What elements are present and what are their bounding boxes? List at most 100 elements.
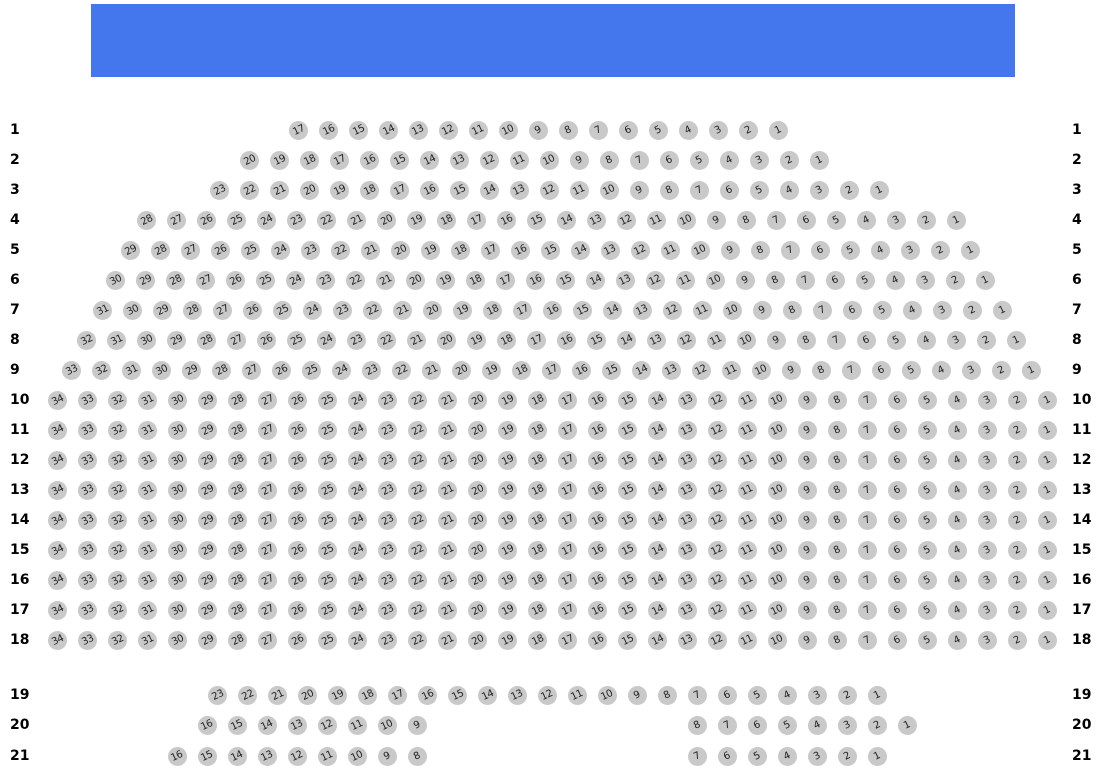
- seat-row-6-24[interactable]: 24: [286, 270, 306, 290]
- seat-row-6-9[interactable]: 9: [735, 270, 755, 290]
- seat-row-5-13[interactable]: 13: [600, 240, 620, 260]
- seat-row-1-11[interactable]: 11: [468, 120, 488, 140]
- seat-row-3-7[interactable]: 7: [689, 180, 709, 200]
- seat-row-12-11[interactable]: 11: [737, 450, 757, 470]
- seat-row-13-4[interactable]: 4: [947, 480, 967, 500]
- seat-row-8-2[interactable]: 2: [976, 330, 996, 350]
- seat-row-17-13[interactable]: 13: [677, 600, 697, 620]
- seat-row-15-22[interactable]: 22: [408, 540, 428, 560]
- seat-row-14-30[interactable]: 30: [168, 510, 188, 530]
- seat-row-11-4[interactable]: 4: [947, 420, 967, 440]
- seat-row-16-19[interactable]: 19: [498, 570, 518, 590]
- seat-row-15-2[interactable]: 2: [1007, 540, 1027, 560]
- seat-row-7-20[interactable]: 20: [423, 300, 443, 320]
- seat-row-15-28[interactable]: 28: [228, 540, 248, 560]
- seat-row-9-22[interactable]: 22: [392, 360, 412, 380]
- seat-row-4-8[interactable]: 8: [736, 210, 756, 230]
- seat-row-20-12[interactable]: 12: [317, 715, 337, 735]
- seat-row-7-7[interactable]: 7: [812, 300, 832, 320]
- seat-row-4-22[interactable]: 22: [317, 210, 337, 230]
- seat-row-8-27[interactable]: 27: [227, 330, 247, 350]
- seat-row-11-7[interactable]: 7: [857, 420, 877, 440]
- seat-row-12-5[interactable]: 5: [917, 450, 937, 470]
- seat-row-7-1[interactable]: 1: [992, 300, 1012, 320]
- seat-row-16-21[interactable]: 21: [438, 570, 458, 590]
- seat-row-8-8[interactable]: 8: [796, 330, 816, 350]
- seat-row-13-28[interactable]: 28: [228, 480, 248, 500]
- seat-row-19-16[interactable]: 16: [417, 685, 437, 705]
- seat-row-6-29[interactable]: 29: [136, 270, 156, 290]
- seat-row-1-13[interactable]: 13: [408, 120, 428, 140]
- seat-row-1-12[interactable]: 12: [438, 120, 458, 140]
- seat-row-7-26[interactable]: 26: [243, 300, 263, 320]
- seat-row-8-13[interactable]: 13: [646, 330, 666, 350]
- seat-row-19-19[interactable]: 19: [328, 685, 348, 705]
- seat-row-8-26[interactable]: 26: [257, 330, 277, 350]
- seat-row-13-31[interactable]: 31: [138, 480, 158, 500]
- seat-row-10-13[interactable]: 13: [677, 390, 697, 410]
- seat-row-13-22[interactable]: 22: [408, 480, 428, 500]
- seat-row-15-3[interactable]: 3: [977, 540, 997, 560]
- seat-row-17-6[interactable]: 6: [887, 600, 907, 620]
- seat-row-14-7[interactable]: 7: [857, 510, 877, 530]
- seat-row-11-17[interactable]: 17: [557, 420, 577, 440]
- seat-row-21-9[interactable]: 9: [377, 746, 397, 766]
- seat-row-4-6[interactable]: 6: [796, 210, 816, 230]
- seat-row-13-11[interactable]: 11: [737, 480, 757, 500]
- seat-row-6-18[interactable]: 18: [466, 270, 485, 290]
- seat-row-11-3[interactable]: 3: [977, 420, 997, 440]
- seat-row-19-8[interactable]: 8: [657, 685, 677, 705]
- seat-row-21-11[interactable]: 11: [317, 746, 337, 766]
- seat-row-7-4[interactable]: 4: [902, 300, 922, 320]
- seat-row-4-7[interactable]: 7: [766, 210, 786, 230]
- seat-row-9-3[interactable]: 3: [961, 360, 981, 380]
- seat-row-14-21[interactable]: 21: [438, 510, 458, 530]
- seat-row-11-25[interactable]: 25: [318, 420, 338, 440]
- seat-row-11-8[interactable]: 8: [827, 420, 847, 440]
- seat-row-11-5[interactable]: 5: [917, 420, 937, 440]
- seat-row-9-33[interactable]: 33: [62, 360, 82, 380]
- seat-row-7-6[interactable]: 6: [842, 300, 862, 320]
- seat-row-7-15[interactable]: 15: [572, 300, 592, 320]
- seat-row-15-34[interactable]: 34: [48, 540, 68, 560]
- seat-row-19-21[interactable]: 21: [268, 685, 288, 705]
- seat-row-13-14[interactable]: 14: [647, 480, 667, 500]
- seat-row-1-7[interactable]: 7: [588, 120, 608, 140]
- seat-row-18-14[interactable]: 14: [647, 630, 667, 650]
- seat-row-18-15[interactable]: 15: [617, 630, 637, 650]
- seat-row-6-22[interactable]: 22: [346, 270, 366, 290]
- seat-row-8-6[interactable]: 6: [856, 330, 876, 350]
- seat-row-13-34[interactable]: 34: [48, 480, 68, 500]
- seat-row-18-13[interactable]: 13: [677, 630, 697, 650]
- seat-row-8-9[interactable]: 9: [766, 330, 786, 350]
- seat-row-17-34[interactable]: 34: [48, 600, 68, 620]
- seat-row-16-16[interactable]: 16: [587, 570, 607, 590]
- seat-row-11-22[interactable]: 22: [408, 420, 428, 440]
- seat-row-2-17[interactable]: 17: [329, 150, 349, 170]
- seat-row-18-30[interactable]: 30: [168, 630, 188, 650]
- seat-row-11-32[interactable]: 32: [108, 420, 128, 440]
- seat-row-17-8[interactable]: 8: [827, 600, 847, 620]
- seat-row-12-3[interactable]: 3: [977, 450, 997, 470]
- seat-row-15-20[interactable]: 20: [468, 540, 488, 560]
- seat-row-13-23[interactable]: 23: [378, 480, 398, 500]
- seat-row-14-11[interactable]: 11: [737, 510, 757, 530]
- seat-row-16-27[interactable]: 27: [258, 570, 278, 590]
- seat-row-7-5[interactable]: 5: [872, 300, 892, 320]
- seat-row-7-12[interactable]: 12: [662, 300, 682, 320]
- seat-row-3-10[interactable]: 10: [599, 180, 619, 200]
- seat-row-15-9[interactable]: 9: [797, 540, 817, 560]
- seat-row-11-13[interactable]: 13: [677, 420, 697, 440]
- seat-row-10-17[interactable]: 17: [557, 390, 577, 410]
- seat-row-3-15[interactable]: 15: [449, 180, 469, 200]
- seat-row-18-24[interactable]: 24: [348, 630, 368, 650]
- seat-row-10-27[interactable]: 27: [258, 390, 278, 410]
- seat-row-19-4[interactable]: 4: [777, 685, 797, 705]
- seat-row-8-28[interactable]: 28: [197, 330, 217, 350]
- seat-row-5-6[interactable]: 6: [810, 240, 830, 260]
- seat-row-1-14[interactable]: 14: [378, 120, 398, 140]
- seat-row-5-16[interactable]: 16: [510, 240, 530, 260]
- seat-row-7-21[interactable]: 21: [393, 300, 413, 320]
- seat-row-1-6[interactable]: 6: [618, 120, 638, 140]
- seat-row-3-3[interactable]: 3: [809, 180, 829, 200]
